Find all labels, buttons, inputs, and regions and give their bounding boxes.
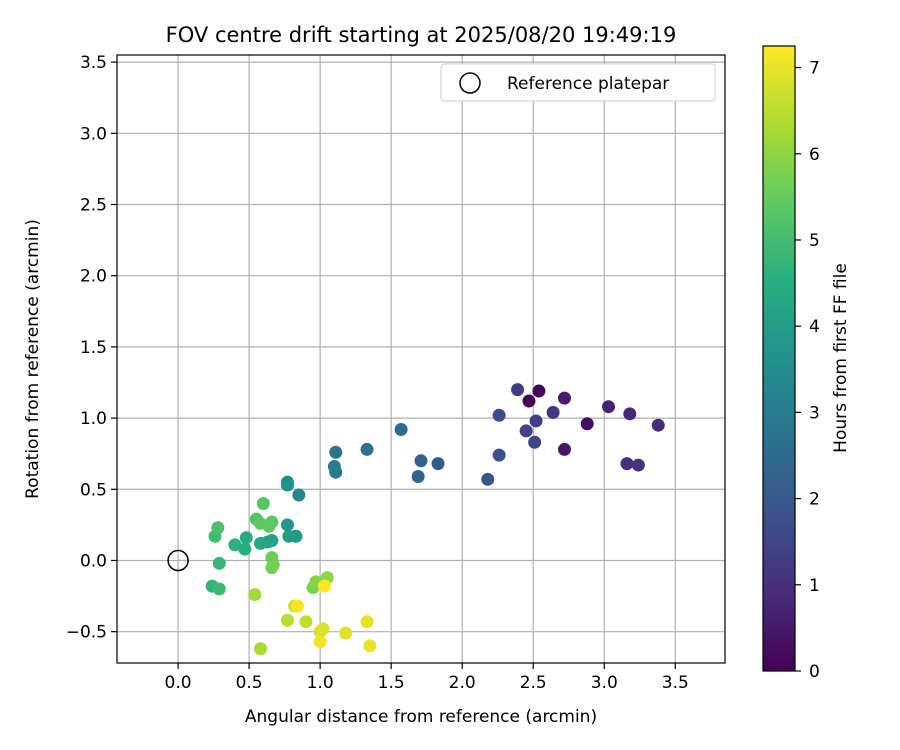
data-point (256, 497, 270, 511)
x-axis-ticks: 0.0 0.5 1.0 1.5 2.0 2.5 3.0 3.5 (165, 663, 689, 693)
y-tick-label: 2.5 (80, 196, 107, 216)
data-point (623, 407, 637, 421)
x-tick-label: 3.0 (591, 673, 618, 693)
y-tick-label: 3.5 (80, 53, 107, 73)
data-point (248, 588, 262, 602)
data-point (299, 615, 313, 629)
data-point (360, 615, 374, 629)
data-point (265, 561, 279, 575)
data-point (317, 579, 331, 593)
colorbar-tick-label: 5 (809, 231, 820, 251)
colorbar-ticks: 0 1 2 3 4 5 6 7 (795, 59, 820, 682)
plot-frame (116, 54, 726, 664)
colorbar-label: Hours from first FF file (831, 263, 851, 453)
y-tick-label: 3.0 (80, 124, 107, 144)
data-point (431, 457, 445, 471)
data-point (280, 478, 294, 492)
data-point (546, 405, 560, 419)
data-point (238, 542, 252, 556)
legend-entry: Reference platepar (507, 74, 669, 94)
legend: Reference platepar (440, 63, 716, 102)
colorbar-tick-label: 3 (809, 403, 820, 423)
grid-lines (117, 55, 725, 663)
y-axis-ticks: −0.5 0.0 0.5 1.0 1.5 2.0 2.5 3.0 3.5 (66, 53, 117, 643)
y-tick-label: 2.0 (80, 267, 107, 287)
data-point (280, 613, 294, 627)
y-tick-label: 0.0 (80, 551, 107, 571)
data-point (529, 414, 543, 428)
data-point (239, 531, 253, 545)
colorbar-tick-label: 0 (809, 662, 820, 682)
data-point (212, 582, 226, 596)
data-point (602, 400, 616, 414)
x-tick-label: 3.5 (662, 673, 689, 693)
data-point (528, 435, 542, 449)
colorbar: 0 1 2 3 4 5 6 7 Hours from first FF file (762, 45, 851, 682)
data-point (327, 460, 341, 474)
data-point (580, 417, 594, 431)
y-tick-label: −0.5 (66, 623, 107, 643)
data-point (253, 536, 267, 550)
data-point (363, 639, 377, 653)
colorbar-tick-label: 1 (809, 576, 820, 596)
data-point (339, 626, 353, 640)
data-point (481, 472, 495, 486)
data-point (620, 457, 634, 471)
data-point (511, 383, 525, 397)
data-point (532, 384, 546, 398)
y-tick-label: 0.5 (80, 480, 107, 500)
data-point (631, 458, 645, 472)
data-point (394, 422, 408, 436)
data-point (557, 442, 571, 456)
data-point (282, 529, 296, 543)
colorbar-tick-label: 2 (809, 490, 820, 510)
data-point (329, 445, 343, 459)
legend-marker (459, 72, 481, 94)
data-point (290, 599, 304, 613)
x-axis-label: Angular distance from reference (arcmin) (245, 707, 597, 727)
colorbar-gradient (762, 45, 796, 672)
data-point (557, 391, 571, 405)
data-point (262, 519, 276, 533)
data-point (212, 556, 226, 570)
y-tick-label: 1.0 (80, 409, 107, 429)
data-point (316, 622, 330, 636)
colorbar-tick-label: 4 (809, 317, 820, 337)
y-tick-label: 1.5 (80, 338, 107, 358)
data-point (313, 635, 327, 649)
data-point (360, 442, 374, 456)
x-tick-label: 2.5 (520, 673, 547, 693)
x-tick-label: 2.0 (449, 673, 476, 693)
x-tick-label: 1.5 (378, 673, 405, 693)
data-point (651, 418, 665, 432)
data-points (205, 383, 665, 656)
data-point (492, 408, 506, 422)
colorbar-tick-label: 6 (809, 145, 820, 165)
x-tick-label: 0.5 (236, 673, 263, 693)
reference-point (167, 549, 189, 572)
data-point (492, 448, 506, 462)
data-point (211, 521, 225, 535)
data-point (228, 538, 242, 552)
data-point (519, 424, 533, 438)
data-point (280, 518, 294, 532)
data-point (253, 642, 267, 656)
reference-marker (167, 549, 189, 572)
x-tick-label: 1.0 (307, 673, 334, 693)
x-tick-label: 0.0 (165, 673, 192, 693)
data-point (414, 454, 428, 468)
data-point (292, 488, 306, 502)
y-axis-label: Rotation from reference (arcmin) (23, 219, 43, 499)
colorbar-tick-label: 7 (809, 59, 820, 79)
data-point (522, 394, 536, 408)
data-point (411, 469, 425, 483)
legend-box (440, 63, 716, 102)
chart-title: FOV centre drift starting at 2025/08/20 … (166, 23, 677, 47)
